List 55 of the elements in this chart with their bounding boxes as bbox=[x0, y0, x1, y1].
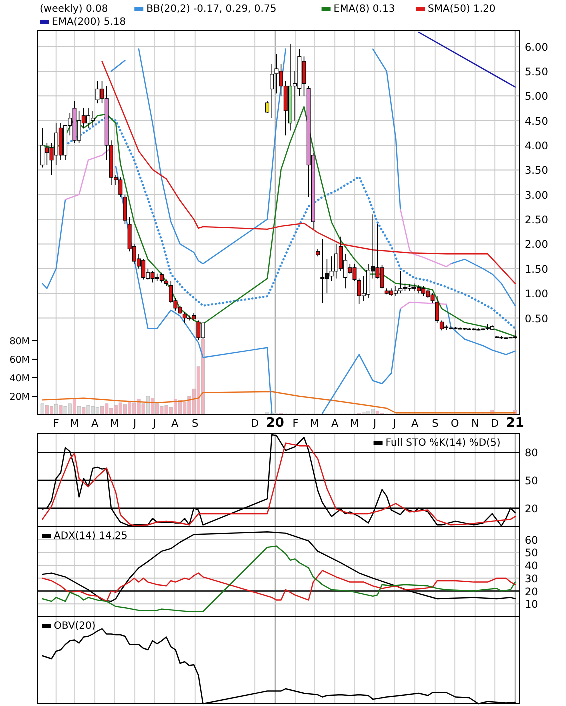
x-tick-label: F bbox=[292, 418, 299, 430]
y2-tick-label: 40M bbox=[10, 373, 30, 384]
y-tick-label: 20 bbox=[525, 586, 538, 598]
y-tick-label: 20 bbox=[525, 503, 538, 516]
y-tick-label: 30 bbox=[525, 573, 538, 586]
legend-label: BB(20,2) -0.17, 0.29, 0.75 bbox=[146, 4, 277, 15]
x-tick-label: N bbox=[471, 418, 480, 430]
x-tick-label: S bbox=[432, 418, 440, 430]
y-tick-label: 1.50 bbox=[525, 264, 548, 276]
y-tick-label: 3.50 bbox=[525, 165, 548, 178]
legend-label: SMA(50) 1.20 bbox=[428, 4, 496, 15]
y2-tick-label: 20M bbox=[10, 392, 30, 403]
x-tick-label: J bbox=[392, 418, 396, 430]
y-tick-label: 5.00 bbox=[525, 91, 548, 104]
y-tick-label: 50 bbox=[525, 548, 538, 560]
x-tick-label: 20 bbox=[266, 416, 284, 431]
y-tick-label: 60 bbox=[525, 534, 538, 547]
x-tick-label: 21 bbox=[506, 416, 524, 431]
y2-tick-label: 80M bbox=[10, 336, 30, 348]
x-tick-label: D bbox=[251, 418, 260, 430]
x-tick-label: D bbox=[491, 418, 500, 430]
y-tick-label: 80 bbox=[525, 448, 538, 460]
x-tick-label: J bbox=[132, 418, 137, 430]
x-tick-label: A bbox=[91, 418, 100, 430]
y-tick-label: 10 bbox=[525, 599, 538, 612]
y-tick-label: 5.50 bbox=[525, 66, 548, 78]
y-tick-label: 0.50 bbox=[525, 313, 548, 326]
x-tick-label: S bbox=[192, 418, 200, 430]
x-tick-label: A bbox=[411, 418, 420, 430]
y-tick-label: 6.00 bbox=[525, 42, 548, 54]
y-tick-label: 1.00 bbox=[525, 288, 548, 301]
x-tick-label: F bbox=[53, 418, 60, 430]
y-tick-label: 4.50 bbox=[525, 116, 548, 128]
x-tick-label: M bbox=[110, 418, 120, 430]
x-tick-label: J bbox=[152, 418, 156, 430]
y-tick-label: 2.50 bbox=[525, 214, 548, 227]
legend-label: EMA(8) 0.13 bbox=[334, 4, 396, 15]
x-tick-label: M bbox=[70, 418, 80, 430]
x-tick-label: J bbox=[372, 418, 377, 430]
legend-label: ADX(14) 14.25 bbox=[54, 531, 128, 542]
x-tick-label: M bbox=[350, 418, 360, 430]
y-tick-label: 2.00 bbox=[525, 239, 548, 252]
x-tick-label: A bbox=[331, 418, 340, 430]
y-tick-label: 50 bbox=[525, 476, 538, 488]
legend-label: OBV(20) bbox=[54, 621, 96, 632]
x-tick-label: O bbox=[450, 418, 460, 430]
y-tick-label: 40 bbox=[525, 560, 538, 573]
y-tick-label: 3.00 bbox=[525, 190, 548, 202]
legend-label: Full STO %K(14) %D(5) bbox=[386, 438, 501, 449]
x-tick-label: M bbox=[310, 418, 320, 430]
y2-tick-label: 60M bbox=[10, 354, 30, 366]
chart-title: (weekly) 0.08 bbox=[40, 4, 108, 15]
x-tick-label: A bbox=[171, 418, 180, 430]
y-tick-label: 4.00 bbox=[525, 140, 548, 153]
legend-label: EMA(200) 5.18 bbox=[52, 17, 126, 28]
